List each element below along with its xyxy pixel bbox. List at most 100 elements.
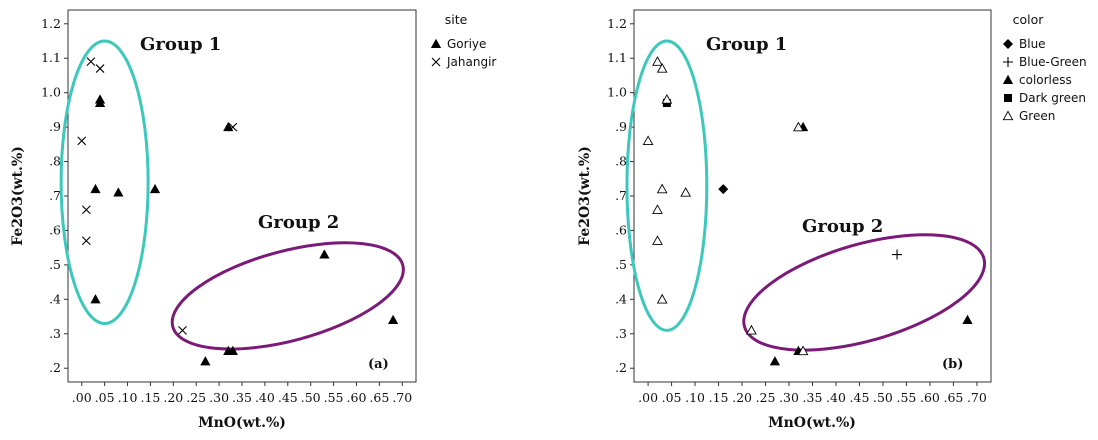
y-tick-label: .9 xyxy=(49,119,61,134)
y-axis-title: Fe2O3(wt.%) xyxy=(577,146,593,246)
legend-entry: Blue xyxy=(1019,37,1046,51)
data-point-goriye xyxy=(319,249,330,259)
data-point-colorless xyxy=(769,356,781,366)
data-point-colorless xyxy=(962,314,973,324)
x-tick-label: .25 xyxy=(186,390,206,405)
data-point-green xyxy=(656,293,668,304)
data-point-goriye xyxy=(200,356,211,366)
legend-marker xyxy=(1004,94,1012,102)
y-tick-label: .4 xyxy=(615,291,627,306)
legend: color Blue Blue-Green colorless Dark green Gr… xyxy=(1002,12,1087,123)
group-2-ellipse xyxy=(170,241,405,351)
legend-marker xyxy=(1003,57,1013,67)
x-tick-label: .35 xyxy=(803,390,823,405)
legend-title: site xyxy=(445,12,468,27)
data-point-goriye xyxy=(90,183,101,194)
x-tick-label: .30 xyxy=(779,390,799,405)
x-tick-label: .65 xyxy=(943,390,963,405)
legend-entry: Green xyxy=(1019,109,1055,123)
group-1-ellipse xyxy=(625,39,709,332)
legend-entry: Jahangir xyxy=(446,55,496,69)
y-tick-label: .3 xyxy=(49,326,61,341)
y-tick-label: .5 xyxy=(49,257,61,272)
data-point-green xyxy=(652,56,663,66)
data-point-goriye xyxy=(113,187,124,197)
data-point-green xyxy=(797,345,809,356)
x-tick-label: .40 xyxy=(826,390,846,405)
data-point-green xyxy=(656,183,668,194)
legend-entry: Dark green xyxy=(1019,91,1086,105)
group-1-label: Group 1 xyxy=(140,34,221,55)
y-tick-label: .7 xyxy=(49,188,61,203)
data-point-goriye xyxy=(223,121,234,132)
x-axis-title: MnO(wt.%) xyxy=(768,415,856,431)
y-tick-label: .9 xyxy=(615,119,627,134)
legend-marker xyxy=(1003,39,1013,49)
x-tick-label: .70 xyxy=(392,390,412,405)
legend-marker xyxy=(1002,110,1014,121)
legend-entry: Goriye xyxy=(447,37,486,51)
y-tick-label: .8 xyxy=(49,154,61,169)
x-tick-label: .05 xyxy=(95,390,115,405)
data-point-blue-green xyxy=(892,249,903,260)
x-tick-label: .00 xyxy=(72,390,92,405)
data-point-goriye xyxy=(94,97,106,107)
data-point-jahangir xyxy=(228,122,238,132)
x-tick-label: .50 xyxy=(301,390,321,405)
x-tick-label: .55 xyxy=(897,390,917,405)
y-tick-label: .5 xyxy=(615,257,627,272)
x-tick-label: .50 xyxy=(873,390,893,405)
y-tick-label: .3 xyxy=(615,326,627,341)
data-point-green xyxy=(793,121,804,132)
x-tick-label: .55 xyxy=(324,390,344,405)
y-tick-label: .6 xyxy=(615,222,627,237)
data-point-green xyxy=(746,324,757,335)
panel-label: (b) xyxy=(942,357,963,372)
legend-entry: colorless xyxy=(1019,73,1072,87)
x-tick-label: .65 xyxy=(369,390,389,405)
data-point-goriye xyxy=(227,345,238,355)
y-tick-label: 1.0 xyxy=(41,85,61,100)
y-tick-label: 1.2 xyxy=(607,16,627,31)
x-tick-label: .35 xyxy=(232,390,252,405)
legend: site Goriye Jahangir xyxy=(430,12,496,69)
data-point-green xyxy=(652,204,663,214)
data-point-jahangir xyxy=(95,64,105,73)
data-point-green xyxy=(642,135,654,146)
y-axis-title: Fe2O3(wt.%) xyxy=(10,146,26,246)
group-1-label: Group 1 xyxy=(706,34,787,55)
data-point-goriye xyxy=(149,183,161,194)
data-point-green xyxy=(656,63,668,73)
x-tick-label: .30 xyxy=(209,390,229,405)
x-tick-label: .10 xyxy=(118,390,138,405)
x-tick-label: .15 xyxy=(140,390,160,405)
legend-marker xyxy=(431,57,441,67)
legend-title: color xyxy=(1013,12,1045,27)
data-point-green xyxy=(680,187,692,197)
data-point-jahangir xyxy=(86,57,96,67)
y-tick-label: .4 xyxy=(49,291,61,306)
x-tick-label: .20 xyxy=(732,390,752,405)
group-2-label: Group 2 xyxy=(258,212,339,233)
data-point-jahangir xyxy=(81,205,91,215)
y-tick-label: 1.1 xyxy=(607,50,627,65)
data-point-green xyxy=(652,235,663,245)
data-point-jahangir xyxy=(77,136,87,146)
x-axis-title: MnO(wt.%) xyxy=(198,415,286,431)
y-tick-label: .2 xyxy=(49,360,61,375)
panel-b: .2 .3 .4 .5 .6 .7 .8 .9 1.0 1.1 1.2 .00 .05.10 .15.20… xyxy=(577,9,1087,431)
data-point-goriye xyxy=(387,314,399,324)
y-tick-label: 1.1 xyxy=(41,50,61,65)
group-2-ellipse xyxy=(742,233,987,352)
legend-marker xyxy=(430,38,442,48)
group-1-ellipse xyxy=(59,39,150,325)
x-tick-label: .70 xyxy=(967,390,987,405)
x-tick-label: .10 xyxy=(685,390,705,405)
x-tick-label: .60 xyxy=(347,390,367,405)
x-tick-label: .40 xyxy=(255,390,275,405)
y-tick-label: .6 xyxy=(49,222,61,237)
data-point-green xyxy=(661,94,673,104)
x-tick-label: .05 xyxy=(662,390,682,405)
panel-a: .2 .3 .4 .5 .6 .7 .8 .9 1.0 1.1 1.2 .00.05.10.15.20… xyxy=(10,9,496,431)
